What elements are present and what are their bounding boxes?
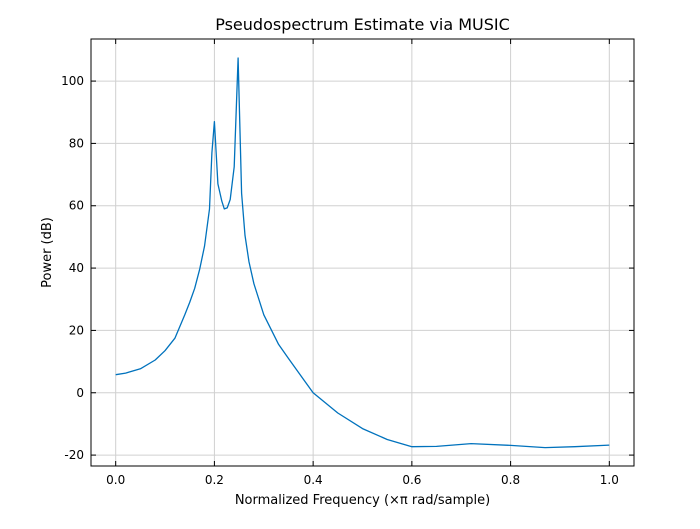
y-tick-label: 40: [69, 261, 84, 275]
x-tick-label: 1.0: [600, 473, 619, 487]
x-tick-label: 0.0: [106, 473, 125, 487]
series-line-pseudospectrum: [115, 57, 610, 449]
grid: [91, 39, 634, 466]
y-tick-label: 100: [61, 74, 84, 88]
x-tick-label: 0.4: [304, 473, 323, 487]
x-tick-label: 0.6: [402, 473, 421, 487]
plot-area: [115, 57, 610, 449]
x-axis-label: Normalized Frequency (×π rad/sample): [235, 493, 490, 508]
x-tick-label: 0.8: [501, 473, 520, 487]
chart-title: Pseudospectrum Estimate via MUSIC: [215, 15, 510, 34]
axes-box: [90, 38, 635, 467]
y-tick-label: 80: [69, 136, 84, 150]
y-tick-label: -20: [64, 448, 84, 462]
x-tick-label: 0.2: [205, 473, 224, 487]
y-tick-label: 20: [69, 323, 84, 337]
y-tick-label: 60: [69, 199, 84, 213]
y-tick-label: 0: [76, 386, 84, 400]
ticks: 0.0 0.2 0.4 0.6 0.8 1.0 -20 0 20 40 60 80 100: [61, 39, 634, 487]
y-axis-label: Power (dB): [40, 217, 55, 288]
